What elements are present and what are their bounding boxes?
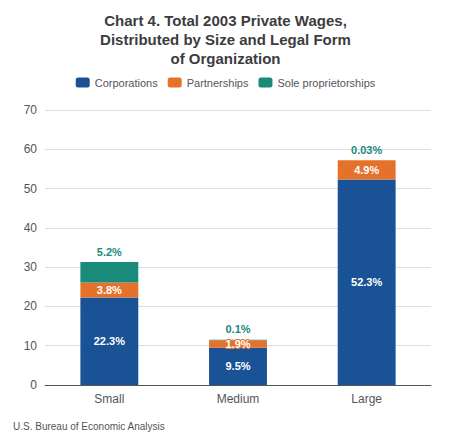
svg-text:50: 50 [24,182,38,196]
svg-text:0.1%: 0.1% [225,323,250,335]
svg-text:30: 30 [24,260,38,274]
svg-text:Small: Small [94,392,124,406]
svg-text:of Organization: of Organization [171,50,281,67]
svg-text:Large: Large [351,392,382,406]
svg-text:5.2%: 5.2% [97,246,122,258]
svg-text:Distributed by Size and Legal: Distributed by Size and Legal Form [100,31,351,48]
svg-text:Sole proprietorships: Sole proprietorships [277,77,375,89]
svg-text:22.3%: 22.3% [94,335,125,347]
svg-text:0: 0 [30,378,37,392]
svg-text:U.S. Bureau of Economic Analys: U.S. Bureau of Economic Analysis [13,421,165,432]
svg-text:70: 70 [24,103,38,117]
svg-text:0.03%: 0.03% [351,144,382,156]
svg-text:4.9%: 4.9% [354,164,379,176]
svg-text:1.9%: 1.9% [225,338,250,350]
svg-text:40: 40 [24,221,38,235]
svg-text:Corporations: Corporations [95,77,158,89]
svg-text:60: 60 [24,142,38,156]
svg-text:Chart 4. Total 2003 Private Wa: Chart 4. Total 2003 Private Wages, [104,12,347,29]
svg-text:Medium: Medium [217,392,260,406]
svg-text:9.5%: 9.5% [225,360,250,372]
svg-text:20: 20 [24,299,38,313]
svg-text:3.8%: 3.8% [97,284,122,296]
svg-text:10: 10 [24,339,38,353]
svg-text:Partnerships: Partnerships [187,77,249,89]
svg-text:52.3%: 52.3% [351,276,382,288]
